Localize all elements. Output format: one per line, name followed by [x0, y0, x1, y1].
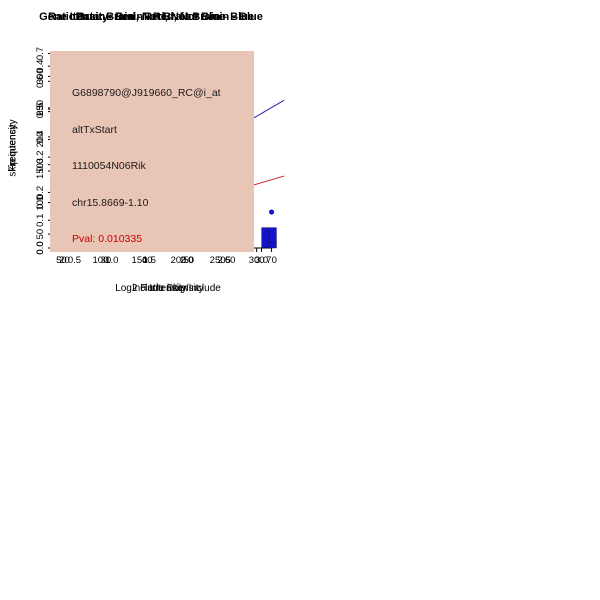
svg-text:3.0: 3.0 [255, 255, 268, 266]
svg-text:2.0: 2.0 [180, 255, 193, 266]
svg-text:0.3: 0.3 [35, 158, 46, 171]
svg-text:250: 250 [210, 255, 226, 266]
svg-text:250: 250 [35, 100, 46, 116]
svg-text:200: 200 [35, 132, 46, 148]
svg-text:0.0: 0.0 [35, 241, 46, 254]
pvalue: Pval: 0.010335 [72, 233, 143, 245]
svg-text:100: 100 [93, 255, 109, 266]
svg-text:0.0: 0.0 [35, 241, 46, 254]
scatter-title: Brain - Red, Not Brain - Blue [77, 11, 225, 23]
probe-id: G6898790@J919660_RC@i_at [72, 87, 221, 99]
svg-text:1.0: 1.0 [105, 255, 118, 266]
svg-text:50: 50 [35, 229, 46, 240]
scatter-xlabel: include intensity [132, 283, 204, 294]
svg-text:0.7: 0.7 [35, 47, 46, 60]
ratio-histogram-title: RatioData: Brain - Red, Not Brain - Blue [48, 11, 254, 23]
event-type: altTxStart [72, 123, 117, 136]
gene-intensity-xlabel: Intensity [149, 283, 187, 294]
svg-text:300: 300 [249, 255, 265, 266]
svg-text:0.6: 0.6 [35, 75, 46, 88]
svg-text:30: 30 [101, 255, 112, 266]
svg-text:150: 150 [132, 255, 148, 266]
svg-text:0.4: 0.4 [35, 60, 46, 73]
svg-text:40: 40 [142, 255, 153, 266]
svg-text:300: 300 [35, 68, 46, 84]
svg-text:0.1: 0.1 [35, 214, 46, 227]
panel-gene-info: G6898790@J919660_RC@i_at altTxStart 1110… [0, 0, 300, 300]
svg-text:0.1: 0.1 [35, 196, 46, 209]
svg-text:0.5: 0.5 [35, 103, 46, 116]
gene-info-box: G6898790@J919660_RC@i_at altTxStart 1110… [50, 51, 254, 252]
svg-text:100: 100 [35, 195, 46, 211]
svg-text:0.4: 0.4 [35, 130, 46, 143]
gene-symbol: 1110054N06Rik [72, 160, 146, 172]
svg-text:70: 70 [266, 255, 277, 266]
svg-text:50: 50 [56, 255, 67, 266]
svg-text:200: 200 [171, 255, 187, 266]
svg-text:2.5: 2.5 [218, 255, 231, 266]
svg-text:0.3: 0.3 [35, 105, 46, 118]
svg-text:20: 20 [59, 255, 70, 266]
svg-text:0.2: 0.2 [35, 150, 46, 163]
svg-text:50: 50 [183, 255, 194, 266]
ratio-histogram-xlabel: Log2 Ratio Skip/Include [115, 283, 221, 294]
svg-text:150: 150 [35, 163, 46, 179]
gene-intensity-title: Gene Itensity: Brain - Red, Not Brain - … [39, 11, 263, 23]
locus: chr15.8669-1.10 [72, 196, 149, 209]
svg-text:1.5: 1.5 [143, 255, 156, 266]
svg-text:0.5: 0.5 [68, 255, 81, 266]
svg-text:0.2: 0.2 [35, 186, 46, 199]
svg-text:60: 60 [225, 255, 236, 266]
